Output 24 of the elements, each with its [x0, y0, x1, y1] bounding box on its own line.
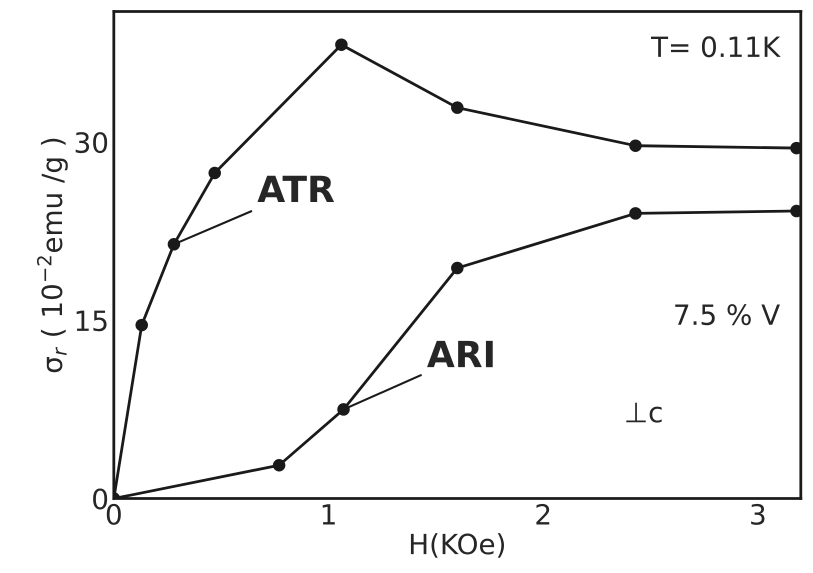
point: [208, 166, 221, 180]
y-tick-label: 30: [76, 132, 108, 154]
x-axis-title: H(KOe): [410, 533, 504, 558]
point: [337, 403, 350, 416]
point: [629, 139, 642, 152]
y-tick-label: 15: [76, 310, 107, 332]
x-tick-label: 2: [536, 504, 550, 524]
series-label: ATR: [257, 176, 334, 202]
x-tick-label: 0: [106, 504, 121, 525]
point: [135, 318, 148, 332]
x-tick-label: 1: [322, 504, 335, 524]
point: [451, 262, 464, 274]
x-tick-label: 3: [751, 504, 764, 525]
point: [335, 38, 348, 51]
point: [168, 238, 180, 251]
y-axis-title: σ$_{r}$ ( 10$^{−2}$emu /g ): [36, 138, 68, 372]
annotation: ⊥c: [626, 402, 662, 423]
y-tick-label: 0: [93, 488, 108, 510]
point: [629, 207, 642, 220]
point: [272, 459, 286, 472]
point: [451, 101, 464, 114]
series-label: ARI: [427, 340, 493, 368]
annotation: 7.5 % V: [675, 304, 780, 326]
annotation: T= 0.11K: [650, 36, 781, 58]
